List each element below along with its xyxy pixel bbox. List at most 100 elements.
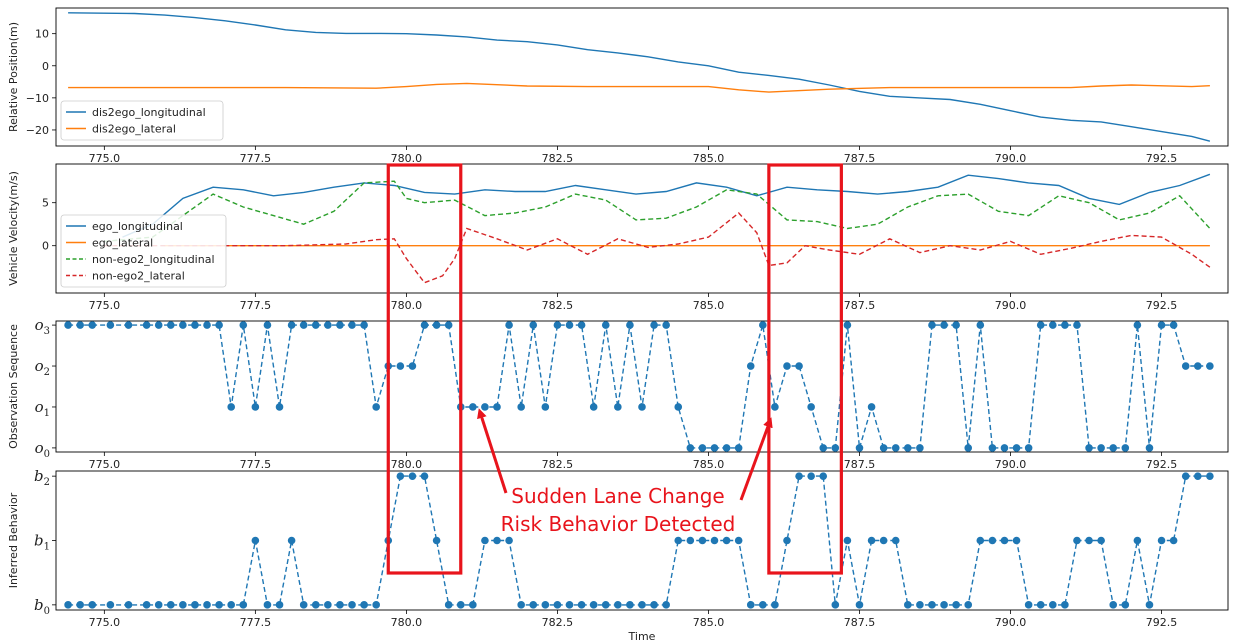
data-point <box>710 444 719 452</box>
data-point <box>1073 321 1081 329</box>
data-point <box>589 403 598 411</box>
data-point <box>481 536 489 545</box>
x-tick-label: 775.0 <box>89 299 121 312</box>
y-tick-label: b1 <box>34 532 50 553</box>
data-point <box>154 601 163 609</box>
data-point <box>311 601 320 609</box>
series-line-non-ego2_lateral <box>104 212 1211 284</box>
data-point <box>372 601 380 609</box>
data-point <box>879 444 888 452</box>
data-point <box>179 601 187 609</box>
plot-area <box>64 472 1214 609</box>
data-point <box>541 601 550 609</box>
data-point <box>1181 362 1190 370</box>
data-point <box>1000 444 1009 452</box>
data-point <box>843 321 852 329</box>
y-axis-label: Inferred Behavior <box>7 492 20 588</box>
legend-label: dis2ego_longitudinal <box>92 106 206 119</box>
y-tick-label: b2 <box>34 467 50 488</box>
data-point <box>191 321 199 329</box>
x-tick-label: 785.0 <box>693 616 725 629</box>
data-point <box>601 601 610 609</box>
data-point <box>106 321 115 329</box>
data-point <box>783 536 791 545</box>
data-point <box>299 321 308 329</box>
data-point <box>940 321 948 329</box>
highlight-box-2 <box>767 163 843 575</box>
x-tick-label: 790.0 <box>995 616 1027 629</box>
y-tick-label: o0 <box>35 439 50 460</box>
data-point <box>940 601 948 609</box>
data-point <box>746 362 755 370</box>
data-point <box>662 601 670 609</box>
data-point <box>444 601 453 609</box>
data-point <box>662 321 670 329</box>
data-point <box>565 321 574 329</box>
data-point <box>674 403 683 411</box>
data-point <box>734 536 743 545</box>
x-tick-label: 782.5 <box>542 299 574 312</box>
x-tick-label: 787.5 <box>844 299 876 312</box>
plot-area <box>68 12 1211 142</box>
data-point <box>976 536 985 545</box>
y-tick-label: b0 <box>34 596 50 617</box>
x-tick-label: 792.5 <box>1146 299 1178 312</box>
data-point <box>1024 601 1033 609</box>
data-point <box>855 444 864 452</box>
data-point <box>1193 362 1202 370</box>
x-tick-label: 777.5 <box>240 152 272 165</box>
x-tick-label: 780.0 <box>391 152 423 165</box>
y-tick-label: o3 <box>35 316 50 337</box>
data-point <box>106 601 115 609</box>
x-tick-label: 775.0 <box>89 152 121 165</box>
data-point <box>396 362 405 370</box>
data-point <box>311 321 320 329</box>
x-tick-label: 792.5 <box>1146 458 1178 471</box>
data-point <box>686 444 695 452</box>
data-point <box>64 321 72 329</box>
data-point <box>795 472 803 480</box>
x-tick-label: 790.0 <box>995 299 1027 312</box>
data-point <box>227 403 235 411</box>
data-point <box>154 321 163 329</box>
data-point <box>529 321 538 329</box>
y-tick-label: o2 <box>35 357 50 378</box>
data-point <box>843 536 852 545</box>
plot-frame <box>55 320 1229 453</box>
series-line-ego_longitudinal <box>122 173 1211 238</box>
data-point <box>505 536 513 545</box>
data-point <box>227 601 235 609</box>
data-point <box>1121 601 1130 609</box>
data-point <box>1024 444 1033 452</box>
x-tick-label: 787.5 <box>844 458 876 471</box>
data-point <box>1036 601 1045 609</box>
data-point <box>819 472 828 480</box>
data-point <box>928 321 936 329</box>
y-tick-label: o1 <box>35 398 50 419</box>
annotation-line-1: Sudden Lane Change <box>511 484 724 508</box>
data-point <box>1061 601 1069 609</box>
data-point <box>891 536 900 545</box>
data-point <box>686 536 695 545</box>
data-point <box>444 321 453 329</box>
data-point <box>215 321 223 329</box>
data-point <box>1097 444 1105 452</box>
data-point <box>142 601 151 609</box>
data-point <box>336 601 344 609</box>
data-point <box>1049 321 1057 329</box>
data-point <box>759 601 767 609</box>
data-point <box>638 601 646 609</box>
x-tick-label: 787.5 <box>844 616 876 629</box>
annotation-line-2: Risk Behavior Detected <box>501 512 736 536</box>
data-point <box>420 472 429 480</box>
data-point <box>626 321 634 329</box>
data-point <box>481 403 489 411</box>
x-tick-label: 782.5 <box>542 616 574 629</box>
data-point <box>1000 536 1009 545</box>
data-point <box>674 536 683 545</box>
data-point <box>1193 472 1202 480</box>
data-point <box>493 536 501 545</box>
x-tick-label: 790.0 <box>995 152 1027 165</box>
data-point <box>879 536 888 545</box>
data-point <box>179 321 187 329</box>
